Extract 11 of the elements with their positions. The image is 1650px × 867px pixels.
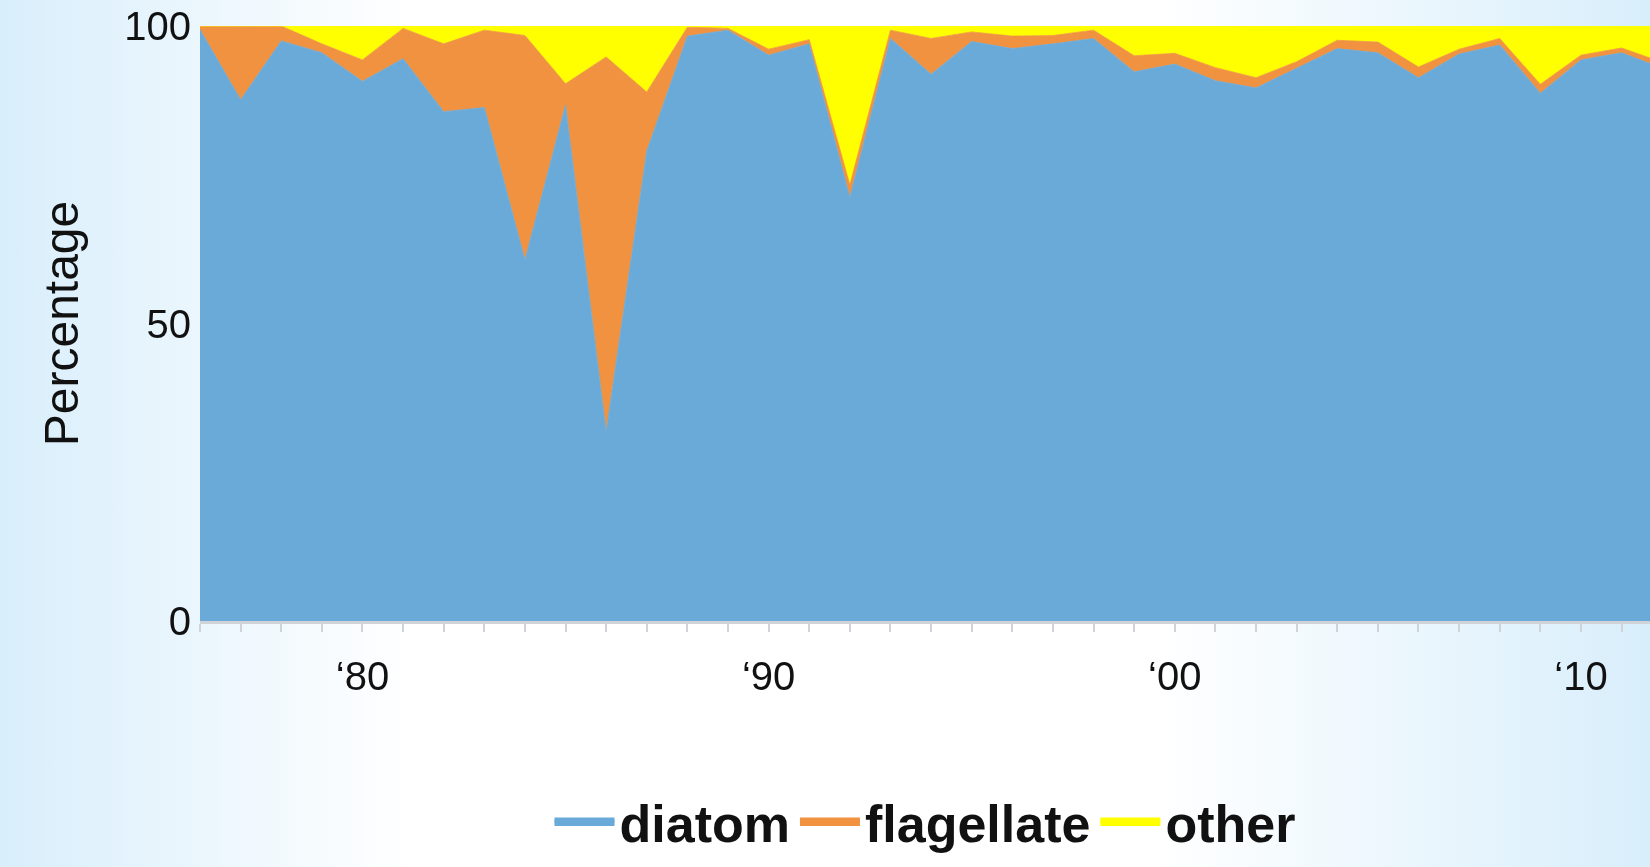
y-tick-label: 100 (124, 4, 191, 48)
x-tick-label: ‘00 (1148, 654, 1202, 698)
y-tick-label: 0 (168, 599, 191, 643)
legend-label: other (1165, 795, 1296, 854)
legend-label: flagellate (864, 795, 1091, 854)
y-tick-label: 50 (146, 301, 191, 346)
y-axis-title: Percentage (34, 200, 88, 447)
x-tick-label: ‘90 (741, 654, 796, 698)
x-tick-label: ‘10 (1554, 654, 1608, 698)
x-tick-label: ‘80 (335, 654, 390, 698)
legend-label: diatom (619, 795, 790, 854)
